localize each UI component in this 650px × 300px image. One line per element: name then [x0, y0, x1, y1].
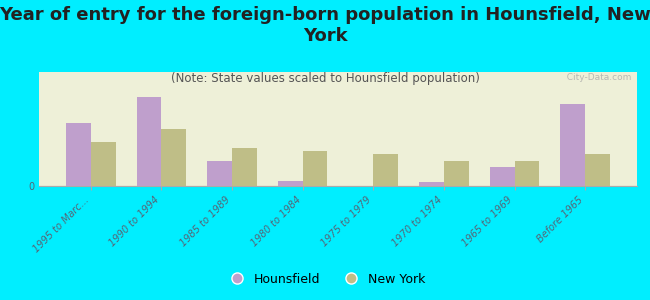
Bar: [560, 104, 585, 186]
Text: (Note: State values scaled to Hounsfield population): (Note: State values scaled to Hounsfield…: [170, 72, 480, 85]
Bar: [232, 148, 257, 186]
Bar: [515, 161, 540, 186]
Bar: [419, 182, 444, 186]
Bar: [207, 161, 232, 186]
Bar: [444, 161, 469, 186]
Bar: [303, 151, 328, 186]
Bar: [278, 181, 303, 186]
Text: Year of entry for the foreign-born population in Hounsfield, New
York: Year of entry for the foreign-born popul…: [0, 6, 650, 45]
Bar: [161, 129, 186, 186]
Bar: [136, 97, 161, 186]
Bar: [91, 142, 116, 186]
Bar: [373, 154, 398, 186]
Bar: [66, 123, 91, 186]
Text: City-Data.com: City-Data.com: [561, 73, 631, 82]
Bar: [585, 154, 610, 186]
Legend: Hounsfield, New York: Hounsfield, New York: [220, 268, 430, 291]
Bar: [490, 167, 515, 186]
